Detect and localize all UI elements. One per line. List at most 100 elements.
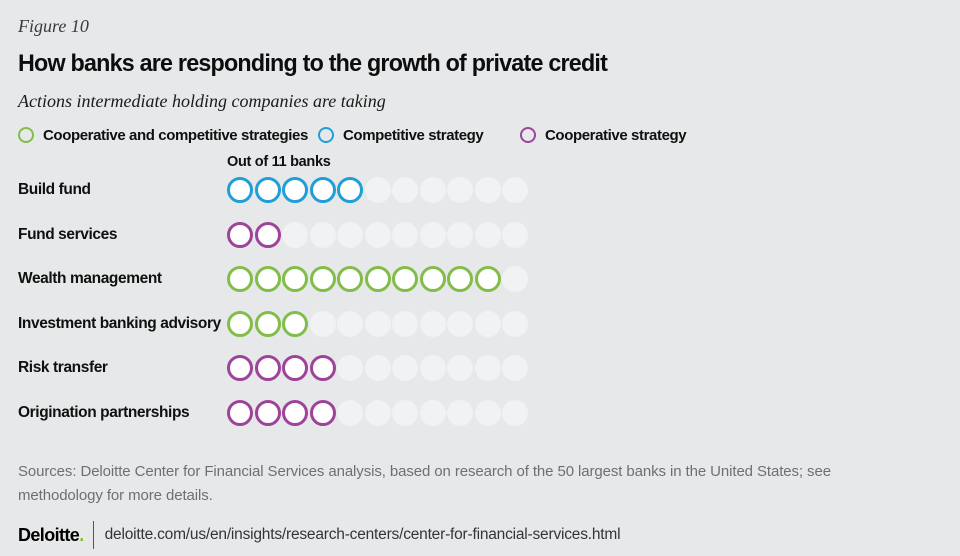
- chart-row: Wealth management: [18, 257, 528, 302]
- unit-dot-filled: [337, 266, 363, 293]
- unit-dot-empty: [392, 355, 418, 382]
- unit-dot-empty: [419, 399, 446, 426]
- unit-dot-empty: [392, 221, 418, 248]
- deloitte-logo: Deloitte.: [18, 525, 84, 546]
- legend-label: Cooperative and competitive strategies: [43, 126, 308, 144]
- unit-dots: [227, 177, 528, 204]
- chart-rows: Build fund Fund services Wealth management…: [18, 168, 528, 435]
- unit-dots: [227, 221, 528, 248]
- unit-dot-empty: [447, 310, 473, 337]
- unit-dot-filled: [282, 266, 308, 293]
- unit-dot-empty: [474, 399, 501, 426]
- unit-dot-empty: [474, 221, 501, 248]
- unit-dot-filled: [227, 177, 253, 204]
- unit-dots: [227, 266, 528, 293]
- unit-dot-filled: [474, 266, 501, 293]
- unit-dots: [227, 355, 528, 382]
- unit-dot-filled: [254, 355, 281, 382]
- figure-label: Figure 10: [18, 16, 89, 36]
- unit-dot-empty: [364, 221, 391, 248]
- unit-dot-filled: [309, 266, 336, 293]
- unit-dot-filled: [227, 310, 253, 337]
- footer-url-link[interactable]: deloitte.com/us/en/insights/research-cen…: [104, 526, 621, 543]
- unit-dot-empty: [392, 177, 418, 204]
- unit-dot-empty: [502, 355, 528, 382]
- unit-dot-empty: [419, 355, 446, 382]
- legend-item-cooperative: Cooperative strategy: [520, 126, 687, 144]
- unit-dot-empty: [337, 221, 363, 248]
- row-label: Origination partnerships: [18, 403, 190, 421]
- sources-note: Sources: Deloitte Center for Financial S…: [18, 463, 831, 504]
- row-label: Fund services: [18, 225, 118, 243]
- legend-label: Cooperative strategy: [545, 126, 687, 144]
- unit-dot-empty: [309, 310, 336, 337]
- unit-dot-empty: [447, 177, 473, 204]
- unit-dot-filled: [282, 177, 308, 204]
- unit-dot-empty: [419, 177, 446, 204]
- unit-dot-empty: [337, 355, 363, 382]
- unit-dot-empty: [474, 177, 501, 204]
- unit-dot-empty: [364, 355, 391, 382]
- unit-dot-empty: [419, 221, 446, 248]
- unit-dot-empty: [447, 221, 473, 248]
- unit-dot-empty: [337, 310, 363, 337]
- footer: Deloitte. deloitte.com/us/en/insights/re…: [18, 519, 621, 551]
- row-label: Wealth management: [18, 270, 162, 288]
- deloitte-logo-dot: .: [79, 524, 84, 545]
- chart-row: Risk transfer: [18, 346, 528, 391]
- unit-dot-filled: [282, 399, 308, 426]
- unit-dot-filled: [254, 221, 281, 248]
- chart-row: Build fund: [18, 168, 528, 213]
- unit-dot-empty: [502, 310, 528, 337]
- unit-dot-filled: [392, 266, 418, 293]
- subtitle: Actions intermediate holding companies a…: [18, 91, 386, 111]
- chart-row: Fund services: [18, 213, 528, 258]
- unit-dot-filled: [282, 310, 308, 337]
- cooperative-circle-icon: [520, 127, 536, 143]
- unit-dot-empty: [392, 310, 418, 337]
- unit-dot-filled: [419, 266, 446, 293]
- unit-dot-filled: [309, 177, 336, 204]
- unit-dot-filled: [254, 266, 281, 293]
- unit-dot-filled: [227, 399, 253, 426]
- unit-dot-filled: [227, 266, 253, 293]
- unit-dot-empty: [282, 221, 308, 248]
- unit-dot-empty: [392, 399, 418, 426]
- unit-dot-filled: [309, 355, 336, 382]
- unit-dot-filled: [364, 266, 391, 293]
- unit-dot-empty: [502, 221, 528, 248]
- unit-dots: [227, 399, 528, 426]
- legend-label: Competitive strategy: [343, 126, 484, 144]
- unit-dot-filled: [254, 310, 281, 337]
- unit-dot-empty: [502, 399, 528, 426]
- deloitte-logo-text: Deloitte: [18, 524, 80, 545]
- unit-dots: [227, 310, 528, 337]
- page-title: How banks are responding to the growth o…: [18, 50, 608, 77]
- competitive-circle-icon: [318, 127, 334, 143]
- chart-row: Origination partnerships: [18, 391, 528, 436]
- unit-dot-filled: [337, 177, 363, 204]
- unit-dot-empty: [474, 355, 501, 382]
- unit-dot-empty: [364, 177, 391, 204]
- unit-dot-filled: [227, 355, 253, 382]
- footer-divider: [92, 521, 94, 549]
- unit-dot-empty: [447, 399, 473, 426]
- legend-item-competitive: Competitive strategy: [318, 127, 520, 144]
- unit-dot-empty: [337, 399, 363, 426]
- row-label: Build fund: [18, 181, 91, 199]
- row-label: Risk transfer: [18, 359, 108, 377]
- unit-dot-empty: [364, 310, 391, 337]
- unit-dot-empty: [474, 310, 501, 337]
- row-label: Investment banking advisory: [18, 314, 221, 332]
- unit-dot-empty: [502, 177, 528, 204]
- unit-dot-filled: [227, 221, 253, 248]
- chart-row: Investment banking advisory: [18, 302, 528, 347]
- unit-dot-filled: [254, 177, 281, 204]
- both-circle-icon: [18, 127, 34, 143]
- unit-dot-filled: [309, 399, 336, 426]
- unit-dot-filled: [254, 399, 281, 426]
- unit-dot-empty: [309, 221, 336, 248]
- legend-item-both: Cooperative and competitive strategies: [18, 127, 318, 144]
- unit-dot-empty: [447, 355, 473, 382]
- axis-note: Out of 11 banks: [227, 154, 331, 170]
